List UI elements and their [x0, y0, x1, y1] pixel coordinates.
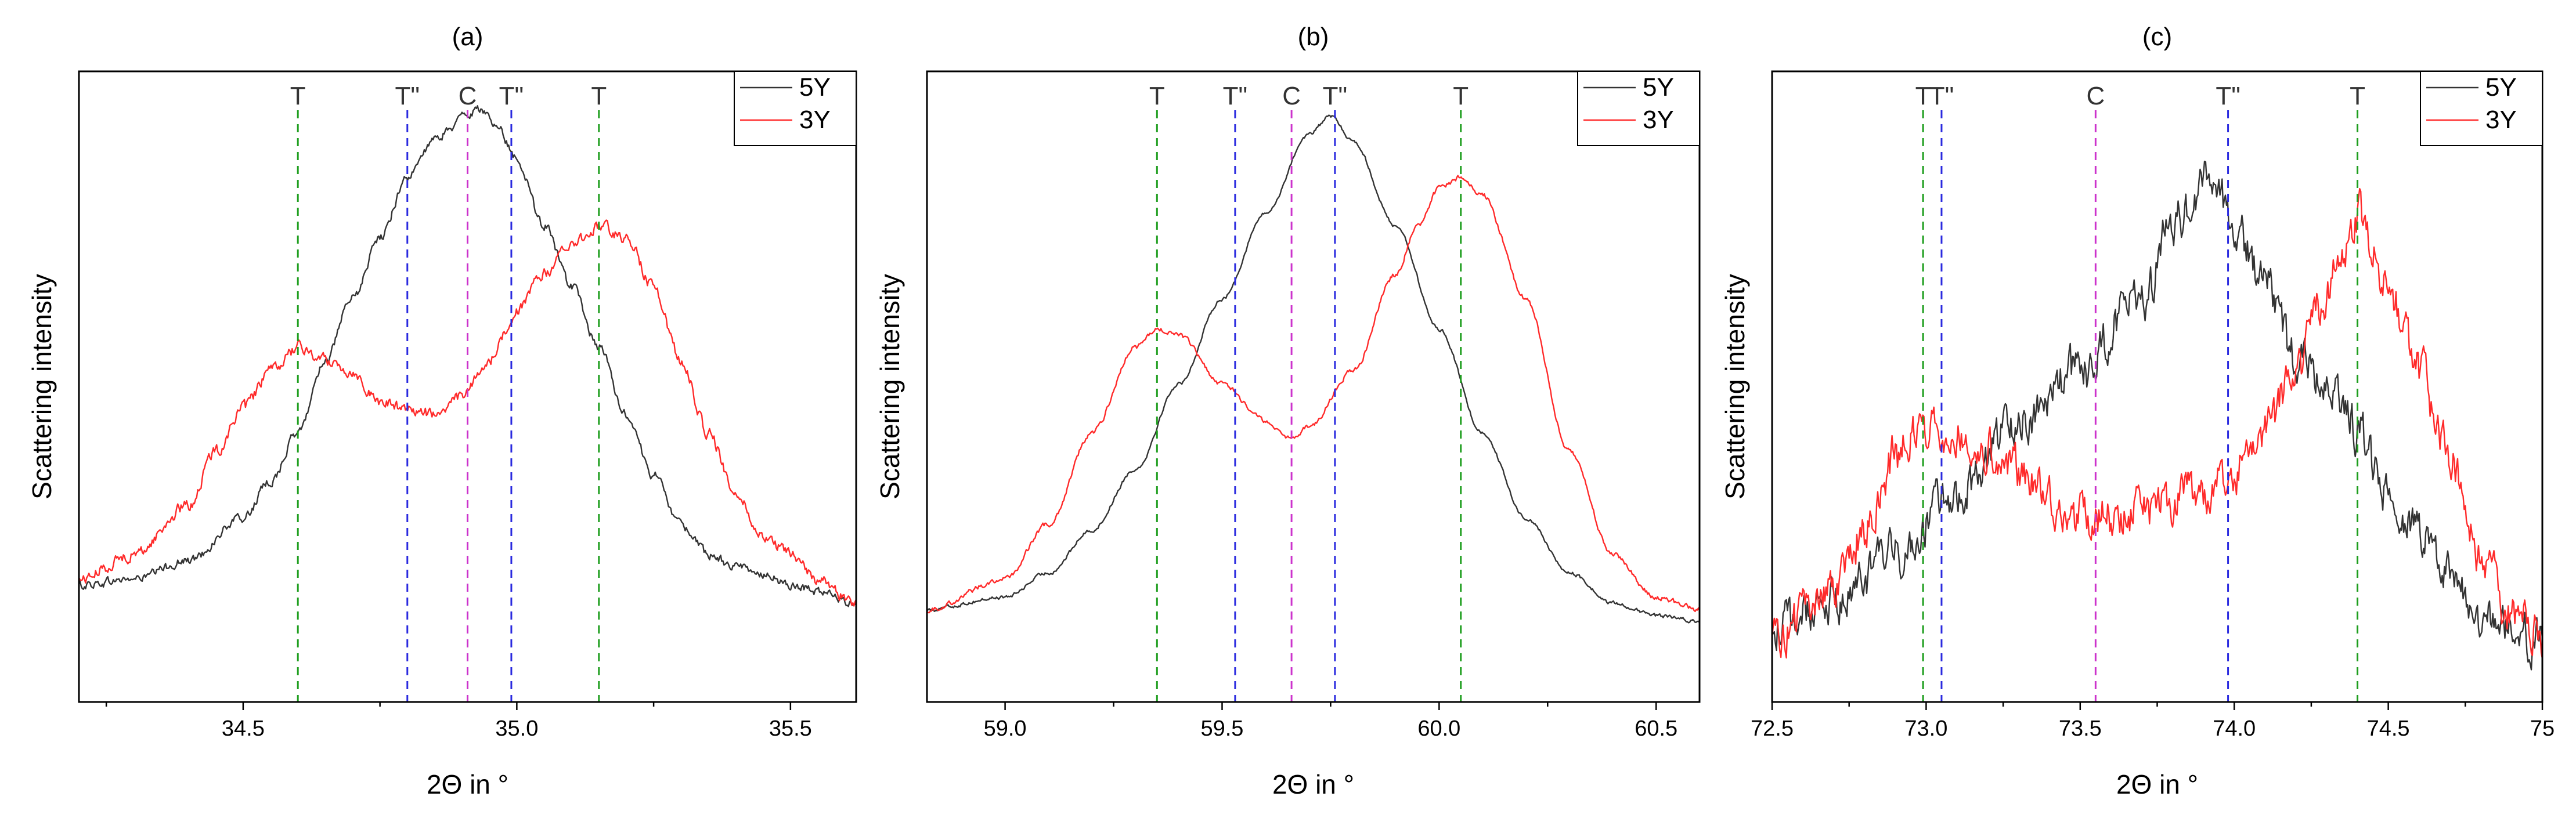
- x-tick-label: 72.5: [1751, 716, 1794, 741]
- reference-label-5: T: [1453, 82, 1469, 110]
- chart-title: (a): [452, 23, 484, 51]
- x-tick-label: 34.5: [222, 716, 265, 741]
- x-tick-label: 73.0: [1904, 716, 1947, 741]
- x-tick-label: 35.0: [495, 716, 538, 741]
- y-axis-label: Scattering intensity: [1720, 274, 1750, 500]
- legend-label-3Y: 3Y: [799, 106, 831, 134]
- chart-panel-2: (b) T T" C T" T 59.0 59.5 60.0 60.5 2Θ in ° Scatter…: [875, 23, 1701, 799]
- x-tick-label: 60.0: [1417, 716, 1460, 741]
- reference-label-2: T": [395, 82, 420, 110]
- y-axis-label: Scattering intensity: [27, 274, 57, 500]
- series-line-5Y: [926, 114, 1700, 624]
- x-tick-label: 75: [2530, 716, 2555, 741]
- reference-label-1: T: [290, 82, 306, 110]
- legend-label-5Y: 5Y: [2485, 73, 2517, 102]
- axes-frame: [1771, 70, 2543, 703]
- series-line-3Y: [926, 175, 1701, 614]
- reference-label-5: T: [591, 82, 607, 110]
- reference-label-4: T": [2216, 82, 2241, 110]
- chart-title: (b): [1298, 23, 1329, 51]
- axes-frame: [78, 70, 857, 703]
- x-tick-label: 59.0: [984, 716, 1027, 741]
- legend-label-5Y: 5Y: [799, 73, 831, 102]
- series-line-5Y: [1771, 160, 2543, 671]
- x-tick-label: 73.5: [2059, 716, 2102, 741]
- x-axis-label: 2Θ in °: [1272, 769, 1354, 799]
- reference-label-1: T: [1149, 82, 1165, 110]
- reference-label-3: C: [459, 82, 477, 110]
- chart-panel-1: (a) T T" C T" T 34.5 35.0 35.5 2Θ in ° Scattering …: [27, 23, 857, 799]
- reference-label-4: T": [499, 82, 524, 110]
- legend-label-3Y: 3Y: [2485, 106, 2517, 134]
- series-line-3Y: [1771, 188, 2543, 659]
- legend-box: [2420, 71, 2543, 146]
- x-tick-label: 60.5: [1635, 716, 1677, 741]
- legend-box: [734, 71, 857, 146]
- legend-box: [1577, 71, 1700, 146]
- x-tick-label: 74.0: [2213, 716, 2256, 741]
- x-tick-label: 74.5: [2367, 716, 2410, 741]
- legend-label-5Y: 5Y: [1643, 73, 1674, 102]
- axes-frame: [926, 70, 1701, 703]
- x-tick-label: 59.5: [1200, 716, 1243, 741]
- reference-label-2: T": [1929, 82, 1954, 110]
- reference-label-3: C: [1282, 82, 1301, 110]
- chart-title: (c): [2142, 23, 2172, 51]
- reference-label-3: C: [2086, 82, 2105, 110]
- x-axis-label: 2Θ in °: [427, 769, 508, 799]
- x-tick-label: 35.5: [769, 716, 812, 741]
- reference-label-2: T": [1223, 82, 1248, 110]
- reference-label-1: T: [1915, 82, 1931, 110]
- reference-label-4: T": [1323, 82, 1348, 110]
- reference-label-5: T: [2350, 82, 2365, 110]
- x-axis-label: 2Θ in °: [2116, 769, 2198, 799]
- legend-label-3Y: 3Y: [1643, 106, 1674, 134]
- y-axis-label: Scattering intensity: [875, 274, 905, 500]
